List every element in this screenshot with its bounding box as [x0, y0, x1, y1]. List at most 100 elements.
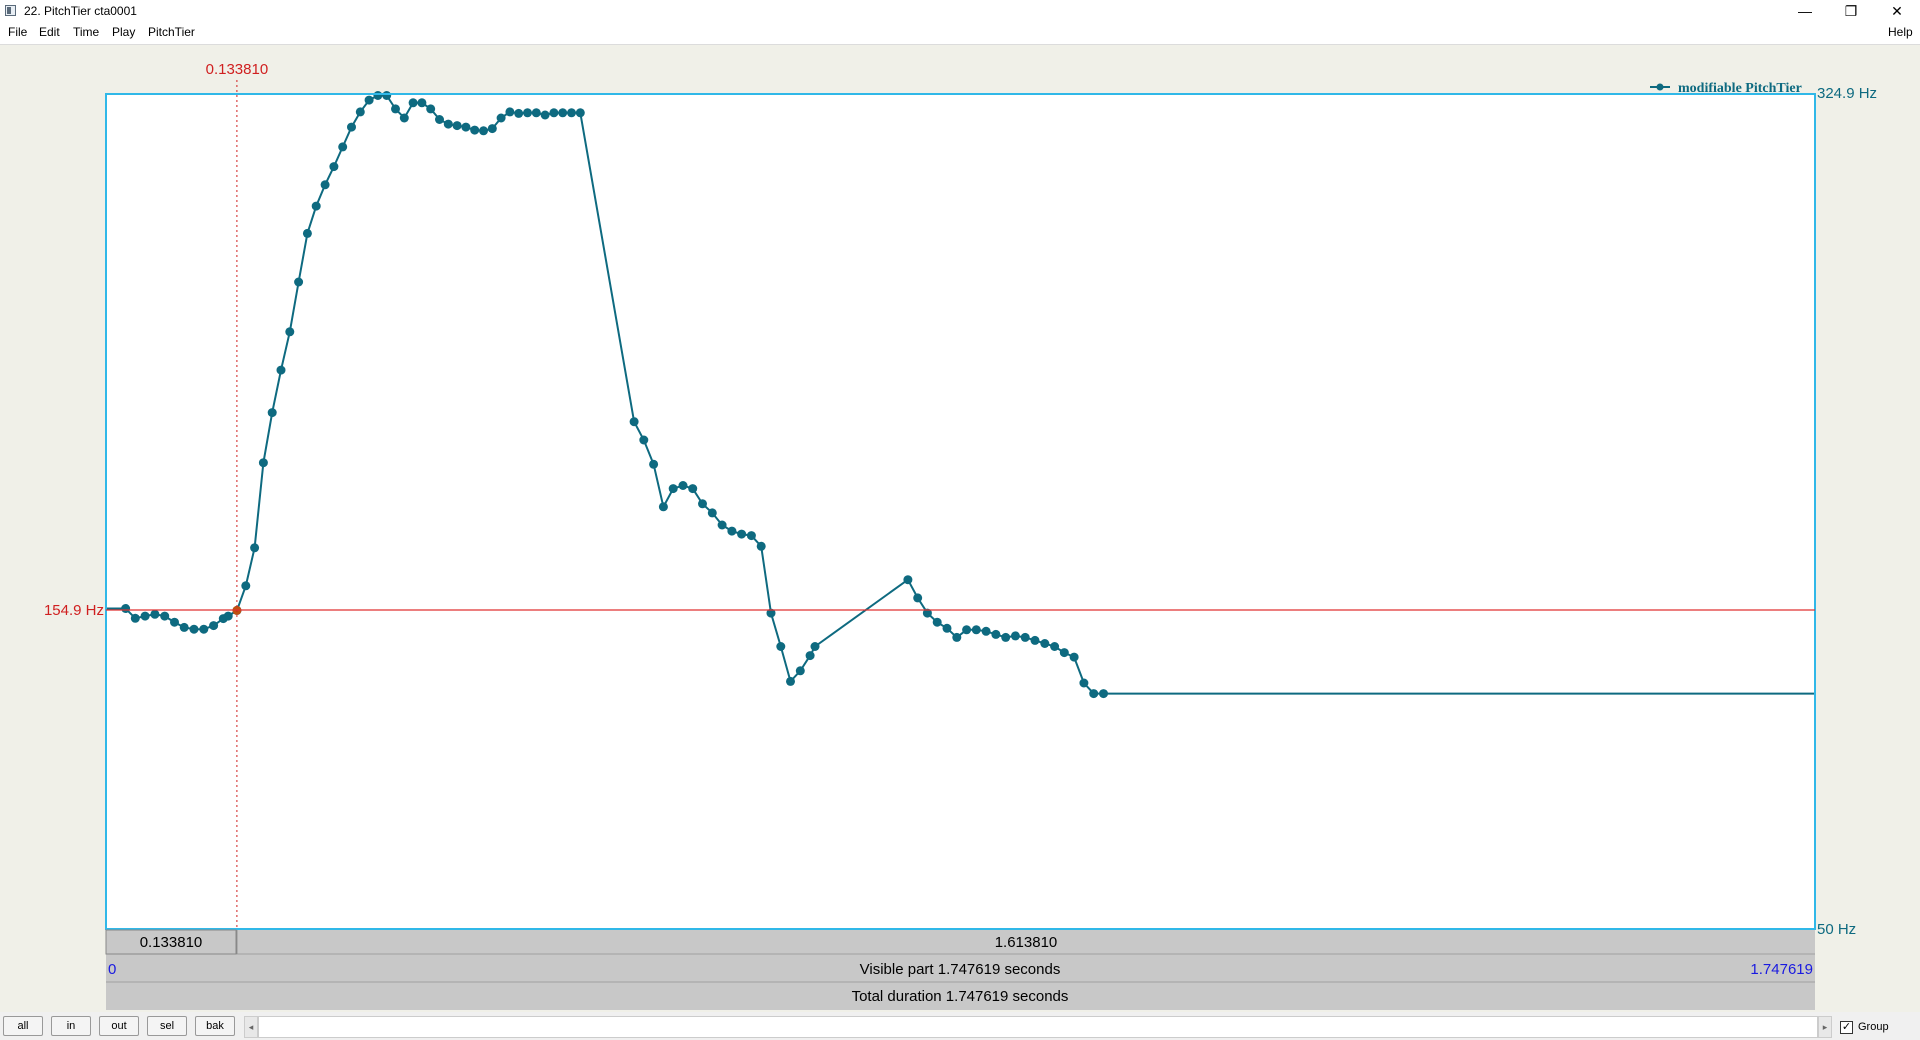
pitch-point[interactable] [629, 417, 639, 427]
menu-edit[interactable]: Edit [39, 25, 60, 39]
pitch-point[interactable] [649, 459, 659, 469]
pitch-point[interactable] [373, 91, 383, 100]
pitch-point[interactable] [170, 617, 179, 627]
pitch-point[interactable] [981, 626, 991, 636]
pitch-point[interactable] [479, 126, 488, 136]
zoom-back-button[interactable]: bak [195, 1016, 235, 1036]
zoom-all-button[interactable]: all [3, 1016, 43, 1036]
pitch-point[interactable] [426, 104, 436, 114]
pitch-point[interactable] [505, 107, 515, 117]
pitch-point[interactable] [540, 110, 550, 120]
pitch-point[interactable] [756, 541, 766, 551]
pitch-point[interactable] [688, 484, 698, 494]
left-segment-label[interactable]: 0.133810 [140, 934, 203, 951]
pitch-point[interactable] [567, 108, 576, 118]
pitch-point[interactable] [355, 107, 365, 117]
pitch-point[interactable] [531, 108, 541, 118]
pitch-points[interactable] [106, 91, 1815, 699]
pitch-point[interactable] [971, 625, 981, 635]
pitch-point[interactable] [329, 162, 339, 172]
pitch-point[interactable] [470, 125, 480, 135]
pitch-point[interactable] [1069, 652, 1079, 662]
pitch-point[interactable] [558, 108, 568, 118]
group-checkbox[interactable]: ✓ [1840, 1021, 1853, 1034]
zoom-in-button[interactable]: in [51, 1016, 91, 1036]
pitch-plot[interactable]: 0.133810 154.9 Hz 324.9 Hz 50 Hz modifia… [0, 45, 1920, 1010]
pitch-point[interactable] [364, 95, 374, 105]
pitch-point[interactable] [932, 617, 942, 627]
pitch-point[interactable] [443, 119, 453, 129]
pitch-point[interactable] [417, 98, 427, 108]
pitchtier-editor[interactable]: 0.133810 154.9 Hz 324.9 Hz 50 Hz modifia… [0, 45, 1920, 1010]
pitch-point[interactable] [952, 632, 962, 642]
pitch-point[interactable] [189, 624, 199, 634]
pitch-point[interactable] [267, 408, 277, 418]
pitch-point[interactable] [1079, 678, 1089, 688]
pitch-point[interactable] [241, 581, 251, 591]
right-segment-label[interactable]: 1.613810 [995, 934, 1058, 951]
pitch-point[interactable] [922, 608, 932, 618]
pitch-point[interactable] [391, 104, 400, 114]
pitch-point[interactable] [727, 526, 737, 536]
horizontal-scrollbar[interactable] [258, 1016, 1818, 1038]
pitch-point[interactable] [435, 115, 444, 124]
pitch-point[interactable] [179, 622, 189, 632]
pitch-point[interactable] [658, 502, 668, 512]
pitch-point[interactable] [276, 365, 286, 375]
pitch-point[interactable] [487, 124, 497, 134]
menu-pitchtier[interactable]: PitchTier [148, 25, 195, 39]
pitch-point[interactable] [678, 481, 688, 490]
pitch-point[interactable] [320, 180, 330, 190]
pitch-point[interactable] [514, 108, 524, 118]
pitch-point[interactable] [160, 611, 170, 621]
pitch-point[interactable] [496, 113, 506, 123]
pitch-point[interactable] [698, 499, 707, 509]
pitch-point[interactable] [150, 609, 160, 619]
pitch-point[interactable] [382, 91, 392, 100]
pitch-point[interactable] [639, 435, 649, 445]
pitch-point[interactable] [805, 651, 815, 661]
left-segment-box[interactable] [105, 929, 237, 955]
pitch-point[interactable] [452, 121, 462, 131]
pitch-point[interactable] [1020, 632, 1030, 642]
pitch-point[interactable] [1059, 648, 1069, 658]
pitch-point[interactable] [786, 676, 795, 686]
pitch-point[interactable] [311, 201, 321, 211]
pitch-point[interactable] [130, 613, 140, 623]
pitch-point[interactable] [347, 122, 356, 132]
pitch-point[interactable] [810, 642, 820, 651]
pitch-point[interactable] [746, 531, 756, 541]
visible-part-label[interactable]: Visible part 1.747619 seconds [860, 961, 1061, 978]
pitch-point[interactable] [1040, 639, 1050, 648]
pitch-point[interactable] [223, 611, 233, 621]
pitch-point[interactable] [903, 575, 913, 585]
pitch-point[interactable] [1099, 689, 1108, 699]
pitch-point[interactable] [258, 458, 268, 468]
pitch-point[interactable] [1001, 632, 1011, 642]
zoom-selection-button[interactable]: sel [147, 1016, 187, 1036]
pitch-point[interactable] [294, 277, 304, 287]
pitch-point[interactable] [717, 520, 727, 530]
pitch-point[interactable] [795, 666, 805, 676]
pitch-point[interactable] [1010, 631, 1020, 641]
scroll-left-arrow[interactable]: ◂ [244, 1016, 258, 1038]
pitch-point[interactable] [302, 228, 312, 238]
pitch-point[interactable] [668, 484, 678, 494]
pitch-point[interactable] [1089, 689, 1099, 699]
maximize-button[interactable]: ❐ [1844, 2, 1858, 19]
pitch-point[interactable] [766, 608, 776, 618]
pitch-point[interactable] [199, 624, 209, 634]
menu-file[interactable]: File [8, 25, 28, 39]
zoom-out-button[interactable]: out [99, 1016, 139, 1036]
pitch-point[interactable] [707, 508, 717, 518]
close-button[interactable]: ✕ [1891, 2, 1903, 19]
pitch-point[interactable] [338, 142, 348, 152]
pitch-point[interactable] [209, 621, 219, 631]
pitch-point[interactable] [461, 122, 471, 132]
minimize-button[interactable]: — [1798, 3, 1812, 19]
pitch-point[interactable] [737, 529, 747, 539]
pitch-point[interactable] [399, 113, 409, 123]
pitch-point[interactable] [140, 611, 150, 621]
pitch-point[interactable] [776, 642, 786, 651]
plot-background[interactable] [106, 94, 1815, 929]
